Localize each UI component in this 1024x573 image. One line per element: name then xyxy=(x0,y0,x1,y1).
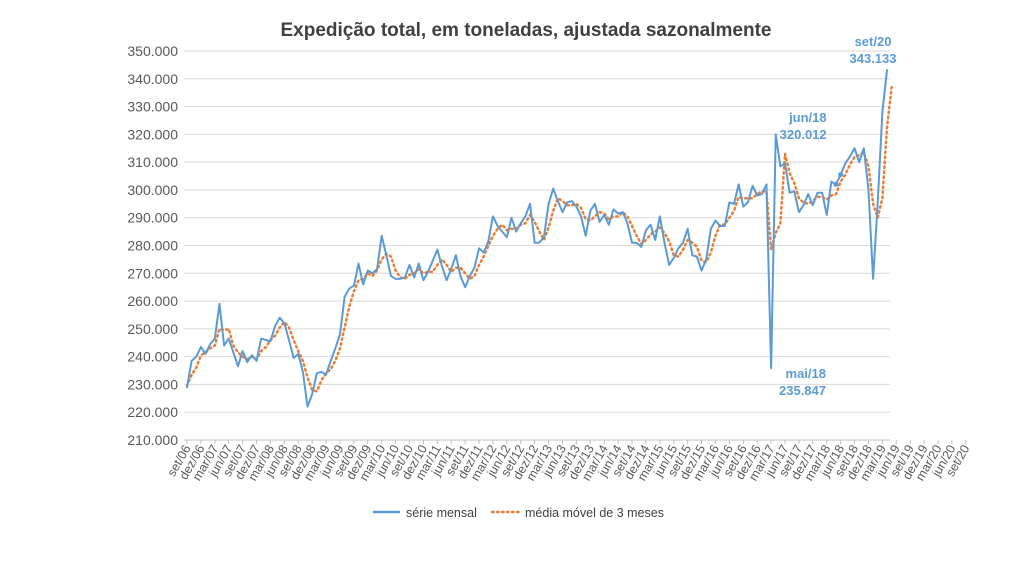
y-axis-tick-labels: 210.000 220.000 230.000 240.000 250.000 260.0… xyxy=(127,43,178,448)
chart-title: Expedição total, em toneladas, ajustada … xyxy=(281,20,772,41)
series-line-media-movel xyxy=(185,85,893,393)
series-lines xyxy=(185,69,893,408)
y-tick-label: 310.000 xyxy=(127,154,178,170)
annotation-label: set/20 xyxy=(855,34,892,49)
y-tick-label: 250.000 xyxy=(127,321,178,337)
y-tick-label: 230.000 xyxy=(127,376,178,392)
y-tick-label: 240.000 xyxy=(127,349,178,365)
y-tick-label: 350.000 xyxy=(127,43,178,59)
annotation-label: 235.847 xyxy=(779,383,826,398)
annotations: set/20 343.133 jun/18 320.012 mai/18 235.847 xyxy=(779,34,896,398)
annotation-label: jun/18 xyxy=(788,110,827,125)
y-tick-label: 340.000 xyxy=(127,71,178,87)
y-tick-label: 270.000 xyxy=(127,265,178,281)
annotation-marker xyxy=(838,172,844,178)
x-axis xyxy=(184,439,967,444)
legend-label-media-movel: média móvel de 3 meses xyxy=(525,506,664,520)
y-tick-label: 280.000 xyxy=(127,238,178,254)
annotation-label: 320.012 xyxy=(780,127,827,142)
legend-label-serie-mensal: série mensal xyxy=(406,506,477,520)
annotation-label: mai/18 xyxy=(786,366,826,381)
annotation-marker xyxy=(833,181,839,187)
y-tick-label: 320.000 xyxy=(127,126,178,142)
y-tick-label: 260.000 xyxy=(127,293,178,309)
legend: série mensal média móvel de 3 meses xyxy=(373,506,664,520)
y-tick-label: 290.000 xyxy=(127,210,178,226)
y-tick-label: 300.000 xyxy=(127,182,178,198)
y-tick-label: 220.000 xyxy=(127,404,178,420)
y-tick-label: 210.000 xyxy=(127,432,178,448)
annotation-label: 343.133 xyxy=(850,51,897,66)
x-axis-tick-labels: set/06dez/06mar/07jun/07set/07dez/07mar/… xyxy=(164,442,972,483)
series-line-serie-mensal xyxy=(186,69,888,408)
y-tick-label: 330.000 xyxy=(127,99,178,115)
gridlines xyxy=(184,50,890,441)
